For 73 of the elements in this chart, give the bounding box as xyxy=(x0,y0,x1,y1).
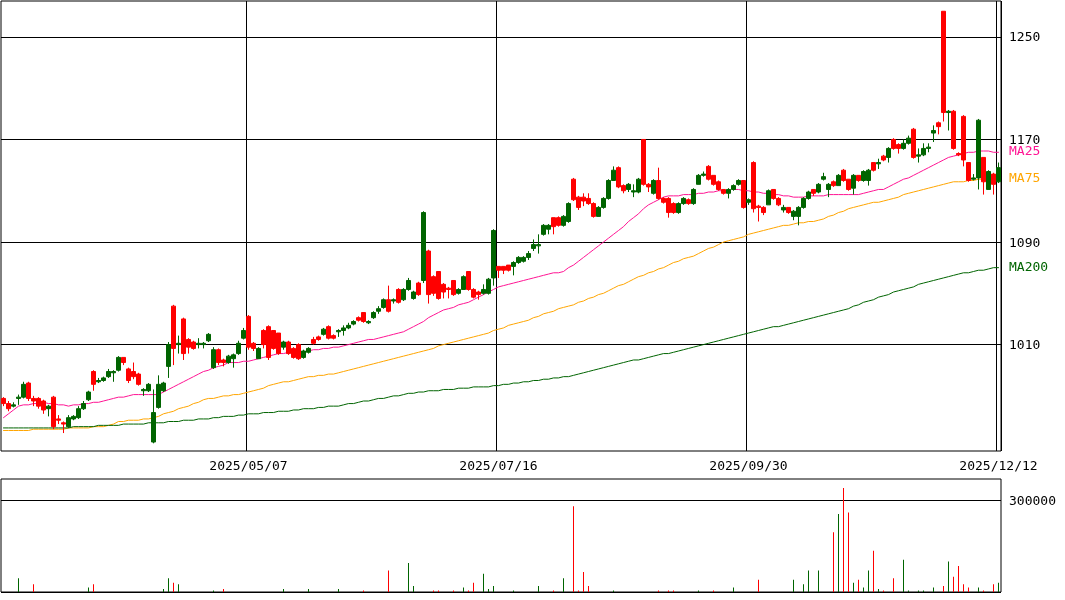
candlestick xyxy=(691,187,696,206)
y-tick-label: 1010 xyxy=(1009,337,1041,353)
candlestick xyxy=(376,305,381,315)
candlestick xyxy=(371,310,376,320)
candlestick xyxy=(946,109,951,131)
candlestick xyxy=(996,162,1001,184)
x-tick-label: 2025/07/16 xyxy=(459,458,538,473)
candlestick xyxy=(826,182,831,198)
candlestick xyxy=(241,327,246,340)
candlestick xyxy=(831,179,836,188)
candlestick xyxy=(931,124,936,143)
x-tick-label: 2025/12/12 xyxy=(959,458,1038,473)
candlestick xyxy=(911,127,916,160)
x-tick-label: 2025/09/30 xyxy=(709,458,788,473)
candlestick xyxy=(871,162,876,173)
candlestick xyxy=(686,197,691,206)
candlestick xyxy=(856,174,861,183)
candlestick xyxy=(256,346,261,360)
candlestick xyxy=(211,346,216,370)
candlestick xyxy=(966,162,971,183)
candlestick xyxy=(886,146,891,164)
candlestick xyxy=(491,228,496,287)
candlestick xyxy=(366,319,371,325)
candlestick xyxy=(881,154,886,162)
candlestick xyxy=(46,404,51,417)
candlestick xyxy=(936,121,941,135)
candlestick xyxy=(421,210,426,284)
candlestick xyxy=(416,281,421,297)
candlestick xyxy=(86,390,91,402)
candlestick xyxy=(281,340,286,351)
candlestick xyxy=(121,356,126,366)
candlestick xyxy=(786,206,791,215)
candlestick xyxy=(816,182,821,194)
candlestick xyxy=(351,319,356,326)
candlestick xyxy=(381,297,386,310)
candlestick xyxy=(736,178,741,187)
candlestick xyxy=(821,172,826,181)
candlestick xyxy=(836,173,841,187)
candlestick xyxy=(386,285,391,314)
candlestick xyxy=(171,304,176,366)
y-tick-label: 300000 xyxy=(1009,492,1056,508)
candlestick xyxy=(411,290,416,301)
candlestick xyxy=(981,156,986,196)
candlestick xyxy=(236,340,241,356)
candlestick xyxy=(61,421,66,434)
x-tick-label: 2025/05/07 xyxy=(209,458,288,473)
candlestick xyxy=(391,297,396,305)
candlestick xyxy=(991,172,996,196)
candlestick xyxy=(651,178,656,196)
series-label: MA200 xyxy=(1009,258,1049,274)
candlestick xyxy=(166,341,171,379)
candlestick xyxy=(986,169,991,190)
line-series xyxy=(3,178,984,431)
candlestick xyxy=(176,335,181,355)
candlestick xyxy=(941,10,946,123)
candlestick xyxy=(951,109,956,151)
y-tick-label: 1250 xyxy=(1009,29,1041,45)
candlestick xyxy=(626,182,631,193)
candlestick xyxy=(851,173,856,196)
candlestick xyxy=(321,327,326,337)
candlestick xyxy=(781,204,786,214)
candlestick xyxy=(876,158,881,170)
y-tick-label: 1090 xyxy=(1009,234,1041,250)
candlestick xyxy=(741,179,746,210)
candlestick xyxy=(11,401,16,408)
candlestick xyxy=(766,188,771,206)
candlestick xyxy=(91,369,96,392)
candlestick xyxy=(746,197,751,206)
candlestick xyxy=(116,355,121,373)
candlestick xyxy=(396,287,401,305)
candlestick xyxy=(206,332,211,343)
candlestick xyxy=(811,188,816,197)
series-label: MA75 xyxy=(1009,170,1041,186)
